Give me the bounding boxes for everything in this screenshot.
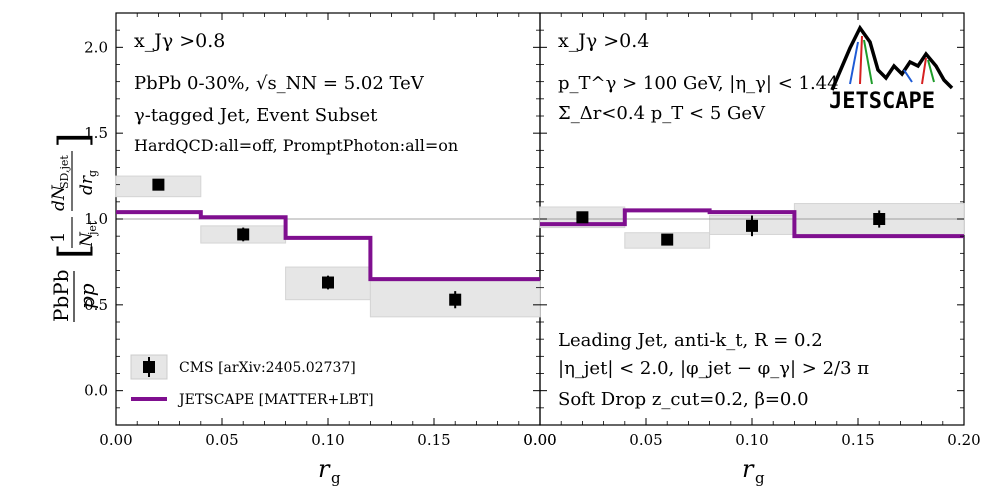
left-xlabel: r [318, 455, 331, 483]
left-xtick-label: 0.05 [205, 431, 238, 449]
legend-cms-marker [143, 361, 155, 373]
ylabel-drg-sub: g [86, 170, 99, 177]
ytick-label: 1.5 [84, 124, 108, 142]
left-selection-label: x_Jγ >0.8 [134, 30, 225, 52]
ytick-label: 0.5 [84, 296, 108, 314]
left-panel-layer: 0.00 0.05 0.10 0.15 0.00 0.0 0.5 1.0 1.5 2.0 [84, 12, 557, 449]
ylabel-ratio-num: PbPb [49, 269, 73, 322]
right-selection-label: x_Jγ >0.4 [558, 30, 649, 52]
left-xtick-label: 0.00 [523, 431, 556, 449]
ylabel-njet-sub: jet [86, 220, 99, 237]
right-cuts-label: |η_jet| < 2.0, |φ_jet − φ_γ| > 2/3 π [558, 358, 869, 379]
right-jet-label: Leading Jet, anti-k_t, R = 0.2 [558, 330, 823, 351]
right-jetscape-step-line [540, 208, 964, 239]
right-xlabel: r [742, 455, 755, 483]
right-panel-layer: 0.00 0.05 0.10 0.15 0.20 [523, 12, 981, 449]
left-xlabel-sub: g [331, 469, 341, 487]
ylabel-one: 1 [48, 232, 69, 243]
ylabel-dn: dN [49, 184, 69, 211]
ylabel-ratio-den: pp [75, 283, 99, 309]
jetscape-logo: JETSCAPE [829, 24, 954, 114]
ytick-label: 0.0 [84, 382, 108, 400]
right-xtick-label: 0.10 [735, 431, 768, 449]
ylabel-drg: dr [77, 175, 97, 195]
ylabel-dn-sub: SD,jet [58, 155, 71, 189]
right-cms-point [661, 233, 674, 246]
right-xlabel-sub: g [755, 469, 765, 487]
right-cms-point [746, 219, 758, 232]
ylabel-njet: N [77, 231, 97, 248]
legend-cms-label: CMS [arXiv:2405.02737] [179, 360, 356, 376]
right-xtick-label: 0.15 [841, 431, 874, 449]
jetscape-logo-icon [830, 24, 954, 91]
right-xtick-label: 0.20 [947, 431, 980, 449]
ytick-label: 1.0 [84, 210, 108, 228]
left-system-label: PbPb 0-30%, √s_NN = 5.02 TeV [134, 73, 425, 94]
right-xtick-label: 0.00 [523, 431, 556, 449]
left-cms-point [449, 293, 462, 306]
legend-jetscape-label: JETSCAPE [MATTER+LBT] [177, 392, 374, 408]
left-settings-label: HardQCD:all=off, PromptPhoton:all=on [134, 136, 458, 155]
right-photon-label: p_T^γ > 100 GeV, |η_γ| < 1.44 [558, 73, 839, 94]
right-isolation-label: Σ_Δr<0.4 p_T < 5 GeV [558, 103, 766, 124]
right-cms-point [873, 213, 886, 225]
left-cms-point [322, 276, 334, 289]
ylabel-bracket-right: ] [51, 132, 97, 148]
left-xtick-label: 0.00 [99, 431, 132, 449]
ylabel-bracket-left: [ [51, 243, 97, 259]
left-cms-point [152, 178, 165, 191]
jetscape-logo-text: JETSCAPE [829, 89, 935, 114]
left-xtick-label: 0.10 [311, 431, 344, 449]
left-xtick-label: 0.15 [417, 431, 450, 449]
left-jetscape-step-line [116, 210, 540, 282]
right-xtick-label: 0.05 [629, 431, 662, 449]
left-jets-label: γ-tagged Jet, Event Subset [134, 105, 378, 126]
right-softdrop-label: Soft Drop z_cut=0.2, β=0.0 [558, 389, 809, 410]
ylabel: PbPb pp [ 1 N jet dN SD,jet dr g ] [48, 132, 99, 322]
right-cms-point [576, 211, 589, 224]
ytick-label: 2.0 [84, 38, 108, 56]
legend: CMS [arXiv:2405.02737] JETSCAPE [MATTER+… [130, 354, 374, 408]
left-cms-point [237, 228, 250, 241]
